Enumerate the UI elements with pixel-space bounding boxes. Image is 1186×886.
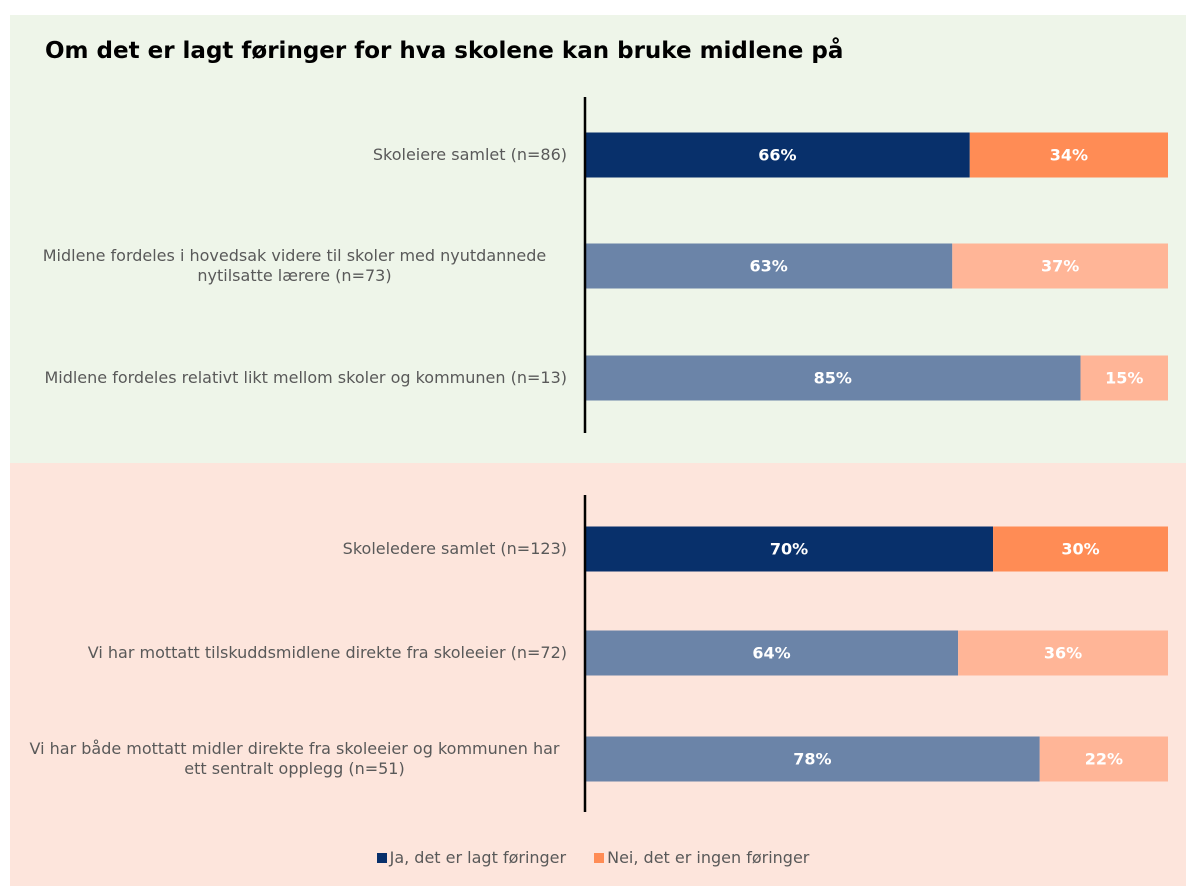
- category-label: Vi har mottatt tilskuddsmidlene direkte …: [22, 643, 567, 663]
- value-label: 37%: [1041, 257, 1079, 276]
- value-label: 34%: [1050, 146, 1088, 165]
- value-label: 78%: [793, 750, 831, 769]
- category-text: Vi har mottatt tilskuddsmidlene direkte …: [87, 643, 567, 662]
- category-label: Vi har både mottatt midler direkte fra s…: [22, 739, 567, 779]
- value-label: 30%: [1061, 540, 1099, 559]
- value-label: 64%: [752, 644, 790, 663]
- bar-segment: [585, 132, 970, 178]
- value-label: 63%: [749, 257, 787, 276]
- legend: Ja, det er lagt føringer Nei, det er inge…: [0, 848, 1186, 867]
- category-text: Midlene fordeles i hovedsak videre til s…: [42, 246, 547, 285]
- category-label: Midlene fordeles relativt likt mellom sk…: [22, 368, 567, 388]
- bar-segment: [1039, 736, 1168, 782]
- bar-segment: [958, 630, 1168, 676]
- legend-swatch: [594, 853, 605, 863]
- legend-item: Ja, det er lagt føringer: [376, 848, 567, 867]
- value-label: 36%: [1044, 644, 1082, 663]
- value-label: 66%: [758, 146, 796, 165]
- legend-item: Nei, det er ingen føringer: [594, 848, 809, 867]
- category-text: Skoleiere samlet (n=86): [372, 145, 567, 164]
- category-label: Skoleledere samlet (n=123): [22, 539, 567, 559]
- category-text: Skoleledere samlet (n=123): [342, 539, 567, 558]
- bar-segment: [585, 355, 1081, 401]
- category-label: Midlene fordeles i hovedsak videre til s…: [22, 246, 567, 286]
- bar-segment: [969, 132, 1168, 178]
- legend-label: Ja, det er lagt føringer: [389, 848, 567, 867]
- chart-title: Om det er lagt føringer for hva skolene …: [45, 38, 844, 64]
- bar-segment: [952, 243, 1168, 289]
- category-text: Vi har både mottatt midler direkte fra s…: [29, 739, 560, 778]
- value-label: 85%: [814, 369, 852, 388]
- bar-segment: [585, 243, 953, 289]
- value-label: 15%: [1105, 369, 1143, 388]
- category-text: Midlene fordeles relativt likt mellom sk…: [44, 368, 567, 387]
- value-label: 70%: [770, 540, 808, 559]
- category-label: Skoleiere samlet (n=86): [22, 145, 567, 165]
- bar-segment: [1080, 355, 1168, 401]
- bar-segment: [585, 736, 1040, 782]
- bar-segment: [585, 630, 959, 676]
- legend-swatch: [376, 853, 387, 863]
- bar-segment: [585, 526, 994, 572]
- value-label: 22%: [1085, 750, 1123, 769]
- bar-segment: [993, 526, 1168, 572]
- legend-label: Nei, det er ingen føringer: [607, 848, 810, 867]
